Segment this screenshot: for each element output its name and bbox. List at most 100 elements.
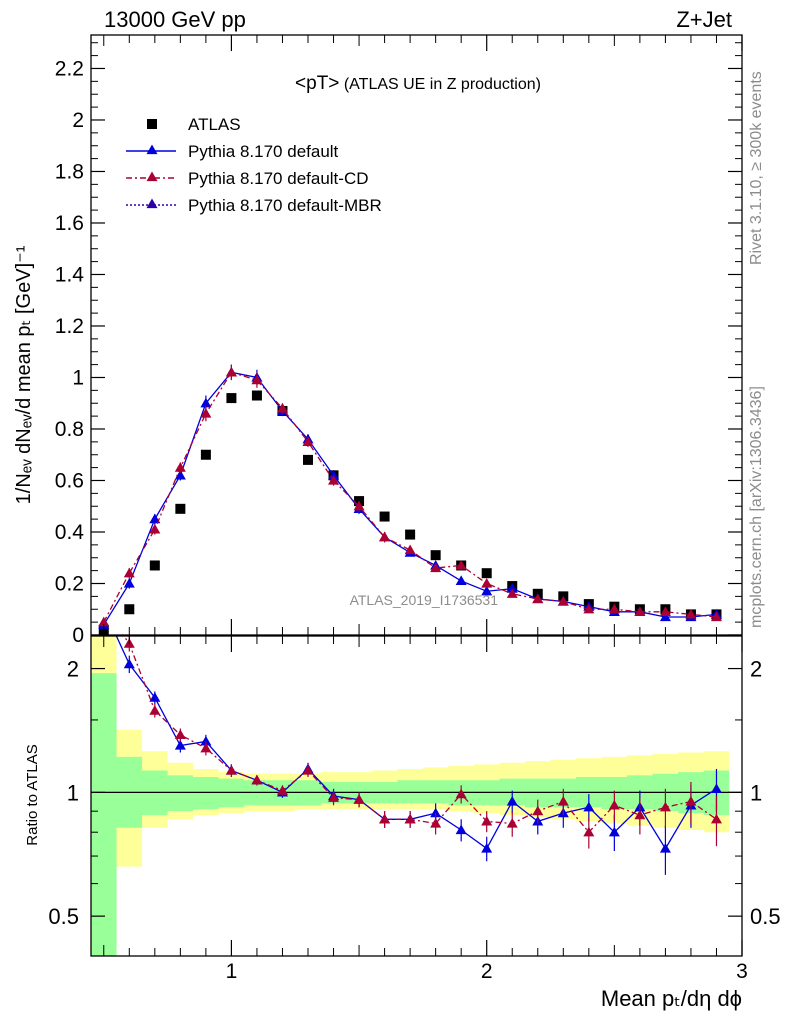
ratio-tick-label-right: 1	[750, 780, 762, 805]
y-tick-label: 1.6	[55, 212, 84, 235]
top-pythia-8-170-default-cd-point	[404, 544, 416, 555]
ratio-pythia-8-170-default-cd-point	[302, 765, 314, 775]
top-pythia-8-170-default-cd-point	[379, 531, 391, 542]
top-pythia-8-170-default-cd-point	[583, 603, 595, 614]
y-tick-label: 0	[72, 624, 84, 647]
top-atlas-point	[251, 390, 262, 401]
legend-marker	[146, 198, 158, 209]
legend-marker	[146, 144, 158, 155]
analysis-label: ATLAS_2019_I1736531	[350, 592, 499, 608]
legend-label: Pythia 8.170 default-CD	[188, 169, 369, 188]
y-tick-label: 0.8	[55, 418, 84, 441]
top-pythia-8-170-default-cd-point	[608, 603, 620, 614]
ratio-pythia-8-170-default-cd-point	[481, 815, 493, 826]
ratio-pythia-8-170-default-cd-point	[455, 788, 467, 799]
legend-marker	[146, 171, 158, 182]
top-atlas-point	[226, 393, 237, 404]
top-atlas-point	[405, 529, 416, 540]
top-pythia-8-170-default-line	[103, 371, 717, 626]
rivet-label: Rivet 3.1.10, ≥ 300k events	[748, 71, 765, 265]
top-pythia-8-170-default-cd-point	[200, 408, 212, 418]
y-tick-label: 1.2	[55, 315, 84, 338]
ratio-pythia-8-170-default-point	[430, 807, 442, 818]
axes-frames	[90, 34, 743, 957]
top-pythia-8-170-default-cd-point	[251, 374, 263, 385]
top-pythia-8-170-default-cd-point	[506, 588, 518, 598]
ratio-pythia-8-170-default-point	[583, 801, 595, 812]
top-atlas-point	[200, 449, 211, 460]
top-pythia-8-170-default-cd-point	[123, 567, 135, 578]
y-axis-label-top: 1/Nₑᵥ dNₑᵥ/d mean pₜ [GeV]⁻¹	[13, 245, 35, 504]
top-panel-frame	[90, 34, 743, 636]
top-pythia-8-170-default-cd-point	[149, 523, 161, 534]
ratio-pythia-8-170-default-cd-point	[506, 817, 518, 828]
ratio-pythia-8-170-default-cd-point	[225, 765, 237, 775]
x-axis-label: Mean pₜ/dη dϕ	[601, 986, 742, 1011]
ratio-pythia-8-170-default-cd-point	[276, 785, 288, 795]
y-tick-label: 2	[72, 109, 84, 132]
top-pythia-8-170-default-cd-point	[430, 562, 442, 573]
top-atlas-point	[124, 604, 135, 615]
ratio-tick-label-left: 0.5	[48, 904, 79, 929]
ratio-pythia-8-170-default-cd-point	[353, 794, 365, 804]
y-tick-label: 0.6	[55, 469, 84, 492]
ratio-pythia-8-170-default-point	[710, 783, 722, 793]
top-pythia-8-170-default-cd-point	[455, 559, 467, 570]
top-pythia-8-170-default-point	[481, 585, 493, 596]
ratio-pythia-8-170-default-point	[455, 824, 467, 835]
legend: ATLAS Pythia 8.170 default Pythia 8.170 de…	[126, 115, 382, 215]
ratio-pythia-8-170-default-cd-point	[532, 805, 544, 816]
top-pythia-8-170-default-cd-point	[685, 608, 697, 619]
plot-title: <pT> (ATLAS UE in Z production)	[295, 73, 541, 94]
ratio-tick-label-right: 0.5	[750, 904, 781, 929]
top-pythia-8-170-default-cd-point	[532, 593, 544, 604]
ratio-tick-label-left: 1	[67, 780, 79, 805]
top-pythia-8-170-default-cd-point	[659, 606, 671, 616]
top-pythia-8-170-default-cd-point	[302, 436, 314, 446]
top-pythia-8-170-default-cd-point	[710, 611, 722, 622]
top-pythia-8-170-default-cd-point	[276, 402, 288, 413]
top-pythia-8-170-default-cd-line	[103, 371, 717, 623]
ratio-uncertainty-bands	[91, 636, 730, 956]
ratio-pythia-8-170-default-cd-point	[379, 813, 391, 824]
top-pythia-8-170-default-cd-point	[174, 462, 186, 472]
ratio-pythia-8-170-default-cd-point	[174, 729, 186, 739]
top-atlas-point	[430, 550, 441, 561]
top-pythia-8-170-default-point	[123, 577, 135, 588]
top-pythia-8-170-default-point	[200, 397, 212, 408]
y-tick-label: 1	[72, 366, 84, 389]
ratio-pythia-8-170-default-point	[659, 843, 671, 853]
y-tick-label: 1.4	[55, 263, 85, 286]
header-right-label: Z+Jet	[676, 7, 732, 32]
y-tick-label: 2.2	[55, 57, 84, 80]
top-atlas-point	[149, 560, 160, 571]
ratio-pythia-8-170-default-cd-point	[583, 826, 595, 837]
ratio-pythia-8-170-default-point	[98, 603, 109, 613]
legend-label: Pythia 8.170 default	[188, 142, 339, 161]
top-atlas-point	[175, 503, 186, 514]
y-tick-label: 0.4	[55, 521, 85, 544]
top-pythia-8-170-default-cd-point	[225, 366, 237, 377]
ratio-pythia-8-170-default-cd-point	[430, 817, 442, 828]
ratio-pythia-8-170-default-point	[200, 735, 212, 746]
y-tick-label: 1.8	[55, 160, 84, 183]
x-tick-label: 2	[481, 960, 493, 983]
ratio-panel-frame	[90, 635, 743, 957]
top-pythia-8-170-default-cd-point	[353, 500, 365, 511]
ratio-pythia-8-170-default-point	[174, 739, 186, 750]
top-pythia-8-170-default-point	[455, 575, 467, 586]
top-pythia-8-170-default-cd-point	[634, 606, 646, 616]
legend-label: Pythia 8.170 default-MBR	[188, 196, 382, 215]
top-pythia-8-170-default-point	[149, 513, 161, 524]
ratio-pythia-8-170-default-point	[481, 843, 493, 853]
ratio-pythia-8-170-default-point	[506, 796, 518, 806]
ratio-pythia-8-170-default-cd-point	[608, 799, 620, 810]
top-atlas-point	[379, 511, 390, 522]
ratio-pythia-8-170-default-cd-point	[149, 705, 161, 715]
ratio-pythia-8-170-default-point	[608, 826, 620, 837]
top-pythia-8-170-default-cd-point	[98, 616, 110, 627]
legend-marker	[147, 119, 157, 129]
y-tick-label: 0.2	[55, 572, 84, 595]
plot-title-main: <pT>	[295, 73, 339, 94]
